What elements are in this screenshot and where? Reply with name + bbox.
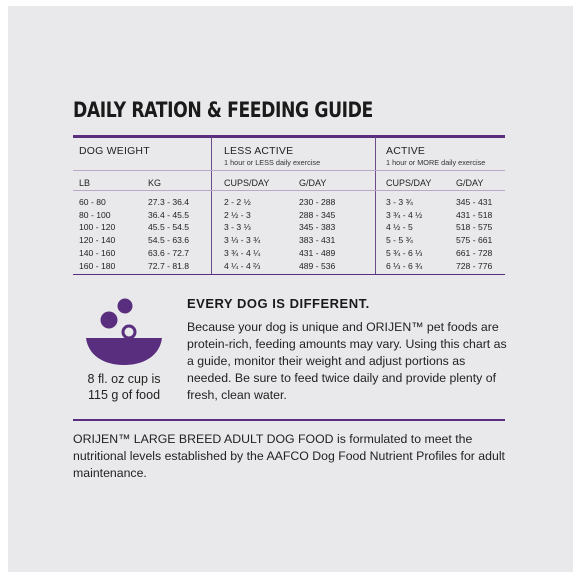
cell-g-active: 728 - 776 <box>456 260 493 271</box>
table-row: 160 - 180 72.7 - 81.8 4 ¼ - 4 ⅔ 489 - 536 6 … <box>0 261 580 273</box>
header-active-sub: 1 hour or MORE daily exercise <box>386 158 486 167</box>
cell-cups-less: 3 ⅓ - 3 ¾ <box>224 235 261 246</box>
unit-cups-active: CUPS/DAY <box>386 178 432 188</box>
table-row: 80 - 100 36.4 - 45.5 2 ½ - 3 288 - 345 3 ¾ -… <box>0 210 580 222</box>
cell-g-active: 575 - 661 <box>456 235 493 246</box>
cell-cups-active: 3 - 3 ¾ <box>386 197 413 207</box>
cell-cups-less: 3 ¾ - 4 ¼ <box>224 247 261 258</box>
cell-kg: 54.5 - 63.6 <box>148 235 190 246</box>
header-less-active: LESS ACTIVE <box>224 145 294 157</box>
unit-kg: KG <box>148 178 162 188</box>
callout-heading: EVERY DOG IS DIFFERENT. <box>187 296 370 311</box>
cup-caption: 8 fl. oz cup is 115 g of food <box>78 371 170 403</box>
header-dog-weight: DOG WEIGHT <box>79 145 150 157</box>
column-divider-active <box>375 137 376 275</box>
cell-g-less: 383 - 431 <box>299 235 336 246</box>
cell-g-active: 661 - 728 <box>456 247 493 258</box>
cell-cups-less: 4 ¼ - 4 ⅔ <box>224 260 261 271</box>
cell-cups-active: 3 ¾ - 4 ½ <box>386 209 423 220</box>
table-row: 60 - 80 27.3 - 36.4 2 - 2 ½ 230 - 288 3 - 3 … <box>0 197 580 209</box>
cell-cups-less: 3 - 3 ⅓ <box>224 222 251 233</box>
cell-cups-active: 5 - 5 ¾ <box>386 235 413 246</box>
cell-lb: 160 - 180 <box>79 260 116 271</box>
cell-g-active: 431 - 518 <box>456 209 493 220</box>
cell-kg: 36.4 - 45.5 <box>148 209 190 220</box>
cup-caption-line-2: 115 g of food <box>87 388 161 402</box>
column-divider-less-active <box>211 137 212 275</box>
table-units-divider <box>73 190 505 191</box>
cell-lb: 100 - 120 <box>79 222 116 233</box>
unit-g-less: G/DAY <box>299 178 327 188</box>
cell-g-less: 345 - 383 <box>299 222 336 233</box>
table-bottom-rule <box>73 274 505 275</box>
unit-lb: LB <box>79 178 91 188</box>
cell-cups-active: 4 ½ - 5 <box>386 222 413 233</box>
header-active: ACTIVE <box>386 145 426 157</box>
cell-lb: 80 - 100 <box>79 209 111 220</box>
cell-lb: 60 - 80 <box>79 197 106 207</box>
footer-statement: ORIJEN™ LARGE BREED ADULT DOG FOOD is fo… <box>73 432 505 480</box>
cell-lb: 140 - 160 <box>79 247 116 258</box>
table-row: 100 - 120 45.5 - 54.5 3 - 3 ⅓ 345 - 383 4 ½ … <box>0 222 580 234</box>
table-row: 140 - 160 63.6 - 72.7 3 ¾ - 4 ¼ 431 - 489 5 … <box>0 248 580 260</box>
cell-kg: 72.7 - 81.8 <box>148 260 190 271</box>
cell-lb: 120 - 140 <box>79 235 116 246</box>
cell-g-less: 431 - 489 <box>299 247 336 258</box>
cell-cups-less: 2 - 2 ½ <box>224 197 251 207</box>
food-bowl-icon <box>84 296 164 366</box>
table-top-rule <box>73 135 505 138</box>
cell-cups-less: 2 ½ - 3 <box>224 209 251 220</box>
cup-caption-line-1: 8 fl. oz cup is <box>87 372 161 386</box>
section-divider <box>73 419 505 421</box>
cell-g-active: 345 - 431 <box>456 197 493 207</box>
callout-body: Because your dog is unique and ORIJEN™ p… <box>187 320 507 402</box>
cell-g-less: 230 - 288 <box>299 197 336 207</box>
page-title: DAILY RATION & FEEDING GUIDE <box>73 98 373 122</box>
cell-cups-active: 5 ¾ - 6 ⅓ <box>386 247 423 258</box>
cell-kg: 63.6 - 72.7 <box>148 247 190 258</box>
cell-g-less: 489 - 536 <box>299 260 336 271</box>
content-panel <box>8 6 573 572</box>
unit-cups-less: CUPS/DAY <box>224 178 270 188</box>
header-less-active-sub: 1 hour or LESS daily exercise <box>224 158 321 167</box>
cell-cups-active: 6 ⅓ - 6 ¾ <box>386 260 423 271</box>
cell-g-active: 518 - 575 <box>456 222 493 233</box>
cell-kg: 27.3 - 36.4 <box>148 197 190 207</box>
cell-kg: 45.5 - 54.5 <box>148 222 190 233</box>
unit-g-active: G/DAY <box>456 178 484 188</box>
cell-g-less: 288 - 345 <box>299 209 336 220</box>
table-row: 120 - 140 54.5 - 63.6 3 ⅓ - 3 ¾ 383 - 431 5 … <box>0 235 580 247</box>
table-header-divider <box>73 170 505 171</box>
